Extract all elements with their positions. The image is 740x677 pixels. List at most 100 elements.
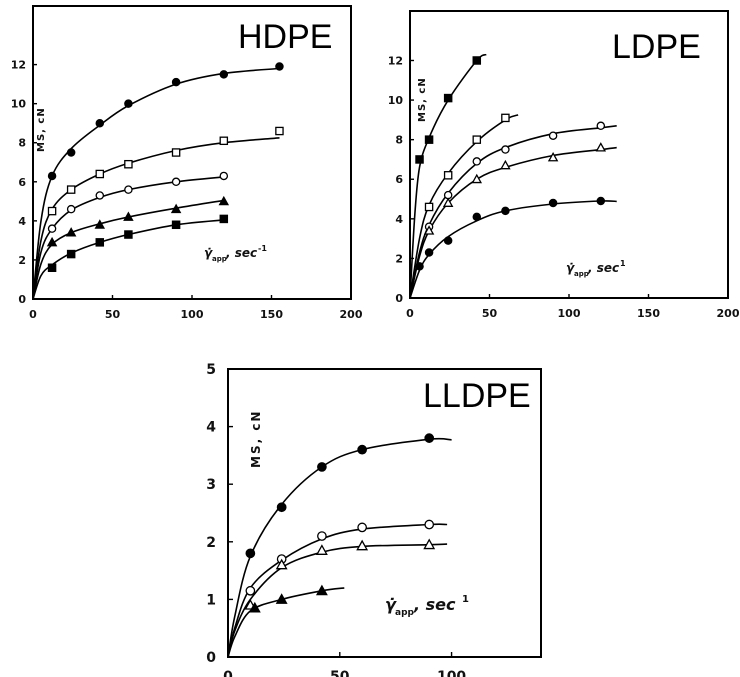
hdpe-series-5-point [171,220,181,230]
hdpe-x-tick-label: 200 [340,308,363,321]
lldpe-y-tick-label: 0 [206,650,216,666]
lldpe-series-4-point [275,593,288,604]
ldpe-series-4-point [442,197,454,207]
ldpe-series-4-point [471,173,483,184]
lldpe-series-3-point [275,558,288,570]
ldpe-x-tick-label: 100 [558,307,581,320]
hdpe-markers [46,62,284,272]
ldpe-x-tick-label: 0 [406,307,414,320]
ldpe-series-1-point [415,155,424,164]
hdpe-panel: HDPE MS, cN γ̇ app , sec -1 0 50 100 150 200… [11,5,363,321]
ldpe-y-tick-label: 8 [395,134,403,147]
ldpe-series-3-point [596,121,606,131]
ldpe-series-5-point [596,196,606,206]
hdpe-series-4-point [65,227,77,237]
hdpe-series-3-point [219,171,229,181]
hdpe-series-4-point [46,236,58,247]
lldpe-y-tick-label: 2 [206,535,216,551]
hdpe-series-4-point [123,211,134,221]
lldpe-x-label-superscript: 1 [462,594,469,605]
ldpe-x-label-superscript: 1 [620,259,626,268]
lldpe-y-tick-label: 5 [206,362,216,378]
ldpe-series-5-point [443,236,453,245]
ldpe-x-label-symbol: γ̇ [566,261,575,275]
ldpe-series-5-point [501,206,510,216]
hdpe-title: HDPE [238,18,332,56]
ldpe-y-tick-label: 0 [395,292,403,305]
lldpe-x-axis-label: γ̇ app , sec 1 [385,594,469,618]
hdpe-y-tick-label: 6 [18,176,26,189]
hdpe-y-tick-label: 0 [18,293,26,306]
lldpe-y-tick-label: 3 [206,477,216,493]
lldpe-panel: LLDPE MS, cN γ̇ app , sec 1 0 50 100 0 1 2 3 4 5 [206,362,542,677]
lldpe-fit-curve-3 [227,543,448,658]
lldpe-plot-frame [227,368,542,658]
ldpe-y-tick-label: 10 [388,94,404,107]
hdpe-x-axis-label: γ̇ app , sec -1 [204,244,267,263]
ldpe-series-3-point [548,131,558,140]
hdpe-series-3-point [95,191,105,200]
hdpe-y-tick-label: 2 [18,254,26,267]
lldpe-y-axis-label: MS, cN [249,410,263,468]
hdpe-series-1-point [275,62,284,71]
ldpe-series-3-point [472,157,482,166]
ldpe-markers [415,56,607,271]
ldpe-series-4-point [595,142,607,152]
lldpe-series-1-point [424,433,435,443]
ldpe-y-tick-label: 12 [388,54,403,67]
ldpe-ticks: 0 50 100 150 200 0 2 4 6 8 10 12 [388,54,740,320]
hdpe-series-2-point [275,126,284,136]
hdpe-y-tick-label: 4 [18,215,26,228]
ldpe-series-5-point [472,212,482,222]
ldpe-series-2-point [443,171,453,180]
hdpe-series-5-point [219,214,229,224]
lldpe-series-1-point [357,444,367,455]
hdpe-series-4-point [170,203,182,214]
ldpe-series-4-point [500,159,511,170]
lldpe-ticks: 0 50 100 0 1 2 3 4 5 [206,362,466,677]
lldpe-fit-curve-2 [227,523,448,658]
hdpe-x-tick-label: 0 [29,308,37,321]
lldpe-x-label-subscript: app [395,608,415,618]
ldpe-series-2-point [424,202,434,212]
ldpe-series-4-point [423,225,435,235]
lldpe-series-2-point [317,531,327,541]
ldpe-x-tick-label: 200 [717,307,740,320]
ldpe-fit-curve-5 [409,200,617,299]
hdpe-curves [32,67,280,300]
lldpe-series-3-point [423,538,436,550]
lldpe-y-tick-label: 1 [206,592,216,608]
hdpe-fit-curve-1 [32,67,280,300]
hdpe-x-label-superscript: -1 [258,244,267,253]
ldpe-series-5-point [415,262,424,271]
hdpe-series-2-point [171,148,181,157]
hdpe-series-1-point [47,171,57,181]
hdpe-series-1-point [219,70,229,79]
hdpe-series-2-point [95,169,105,179]
hdpe-fit-curve-4 [32,199,224,300]
lldpe-series-4-point [248,601,261,613]
hdpe-series-4-point [218,195,230,206]
ldpe-x-label-subscript: app [574,270,589,278]
ldpe-y-axis-label: MS, cN [417,77,428,122]
hdpe-series-1-point [66,148,76,157]
ldpe-series-2-point [472,135,482,144]
hdpe-series-5-point [95,238,105,247]
lldpe-fit-curve-1 [227,437,452,658]
lldpe-series-4-point [315,584,328,596]
hdpe-y-tick-label: 12 [11,59,26,72]
lldpe-series-2-point [245,585,256,596]
hdpe-series-2-point [47,206,57,216]
lldpe-x-tick-label: 100 [437,669,466,677]
hdpe-series-2-point [124,159,133,169]
ldpe-curves [409,53,617,299]
hdpe-series-3-point [47,224,57,233]
lldpe-series-3-point [315,544,328,555]
hdpe-series-3-point [124,185,133,194]
hdpe-series-1-point [124,99,133,108]
hdpe-series-1-point [171,77,181,87]
ldpe-series-4-point [547,151,559,162]
lldpe-curves [227,437,452,658]
lldpe-series-1-point [276,502,287,513]
